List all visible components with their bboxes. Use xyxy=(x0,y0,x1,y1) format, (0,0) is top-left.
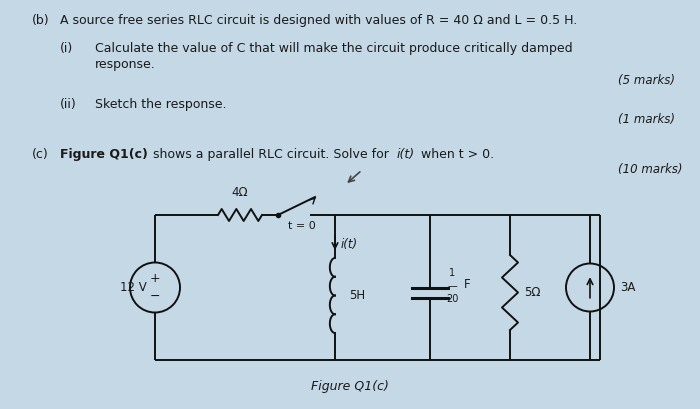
Text: Figure Q1(c): Figure Q1(c) xyxy=(60,148,148,161)
Text: 3A: 3A xyxy=(620,281,636,294)
Text: (1 marks): (1 marks) xyxy=(618,113,675,126)
Text: when t > 0.: when t > 0. xyxy=(417,148,494,161)
Text: 20: 20 xyxy=(446,294,459,304)
Text: response.: response. xyxy=(95,58,155,71)
Text: 5H: 5H xyxy=(349,289,365,302)
Text: t = 0: t = 0 xyxy=(288,221,316,231)
Text: Calculate the value of C that will make the circuit produce critically damped: Calculate the value of C that will make … xyxy=(95,42,573,55)
Text: i(t): i(t) xyxy=(341,238,358,251)
Text: (5 marks): (5 marks) xyxy=(618,74,675,87)
Text: 1: 1 xyxy=(449,268,455,279)
Text: i(t): i(t) xyxy=(397,148,415,161)
Text: A source free series RLC circuit is designed with values of R = 40 Ω and L = 0.5: A source free series RLC circuit is desi… xyxy=(60,14,578,27)
Text: (b): (b) xyxy=(32,14,50,27)
Text: F: F xyxy=(464,278,470,291)
Text: (i): (i) xyxy=(60,42,74,55)
Text: Figure Q1(c): Figure Q1(c) xyxy=(311,380,389,393)
Text: (10 marks): (10 marks) xyxy=(618,163,682,176)
Text: Sketch the response.: Sketch the response. xyxy=(95,98,227,111)
Text: 4Ω: 4Ω xyxy=(232,186,248,199)
Text: +: + xyxy=(150,272,160,285)
Text: −: − xyxy=(150,290,160,303)
Text: shows a parallel RLC circuit. Solve for: shows a parallel RLC circuit. Solve for xyxy=(149,148,393,161)
Text: (c): (c) xyxy=(32,148,49,161)
Text: (ii): (ii) xyxy=(60,98,77,111)
Text: 5Ω: 5Ω xyxy=(524,286,540,299)
Text: —: — xyxy=(447,281,457,292)
Text: 12 V: 12 V xyxy=(120,281,147,294)
